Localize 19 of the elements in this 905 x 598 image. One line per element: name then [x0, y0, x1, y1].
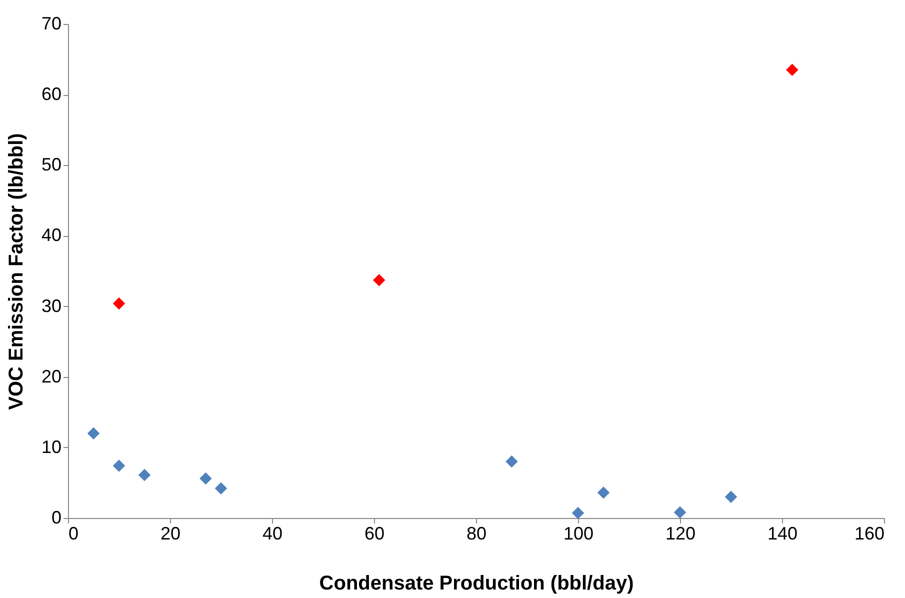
- y-tick-label: 70: [41, 14, 62, 34]
- x-tick-label: 100: [563, 524, 594, 544]
- y-tick-label: 0: [51, 508, 62, 528]
- y-axis-title: VOC Emission Factor (lb/bbl): [5, 133, 28, 410]
- y-tick-label: 60: [41, 84, 62, 104]
- y-tick-label: 30: [41, 296, 62, 316]
- y-tick-label: 40: [41, 225, 62, 246]
- x-tick-label: 20: [160, 524, 181, 544]
- y-tick-label: 50: [41, 154, 62, 175]
- x-tick-label: 0: [68, 524, 79, 544]
- x-axis-title: Condensate Production (bbl/day): [319, 572, 634, 594]
- x-tick-label: 40: [262, 524, 283, 544]
- x-tick-label: 140: [767, 524, 798, 544]
- x-tick-label: 120: [665, 524, 696, 544]
- y-tick-label: 20: [41, 366, 62, 386]
- x-tick-label: 60: [364, 524, 385, 544]
- x-tick-label: 80: [466, 524, 487, 544]
- y-tick-label: 10: [41, 436, 62, 457]
- x-tick-label: 160: [854, 524, 884, 544]
